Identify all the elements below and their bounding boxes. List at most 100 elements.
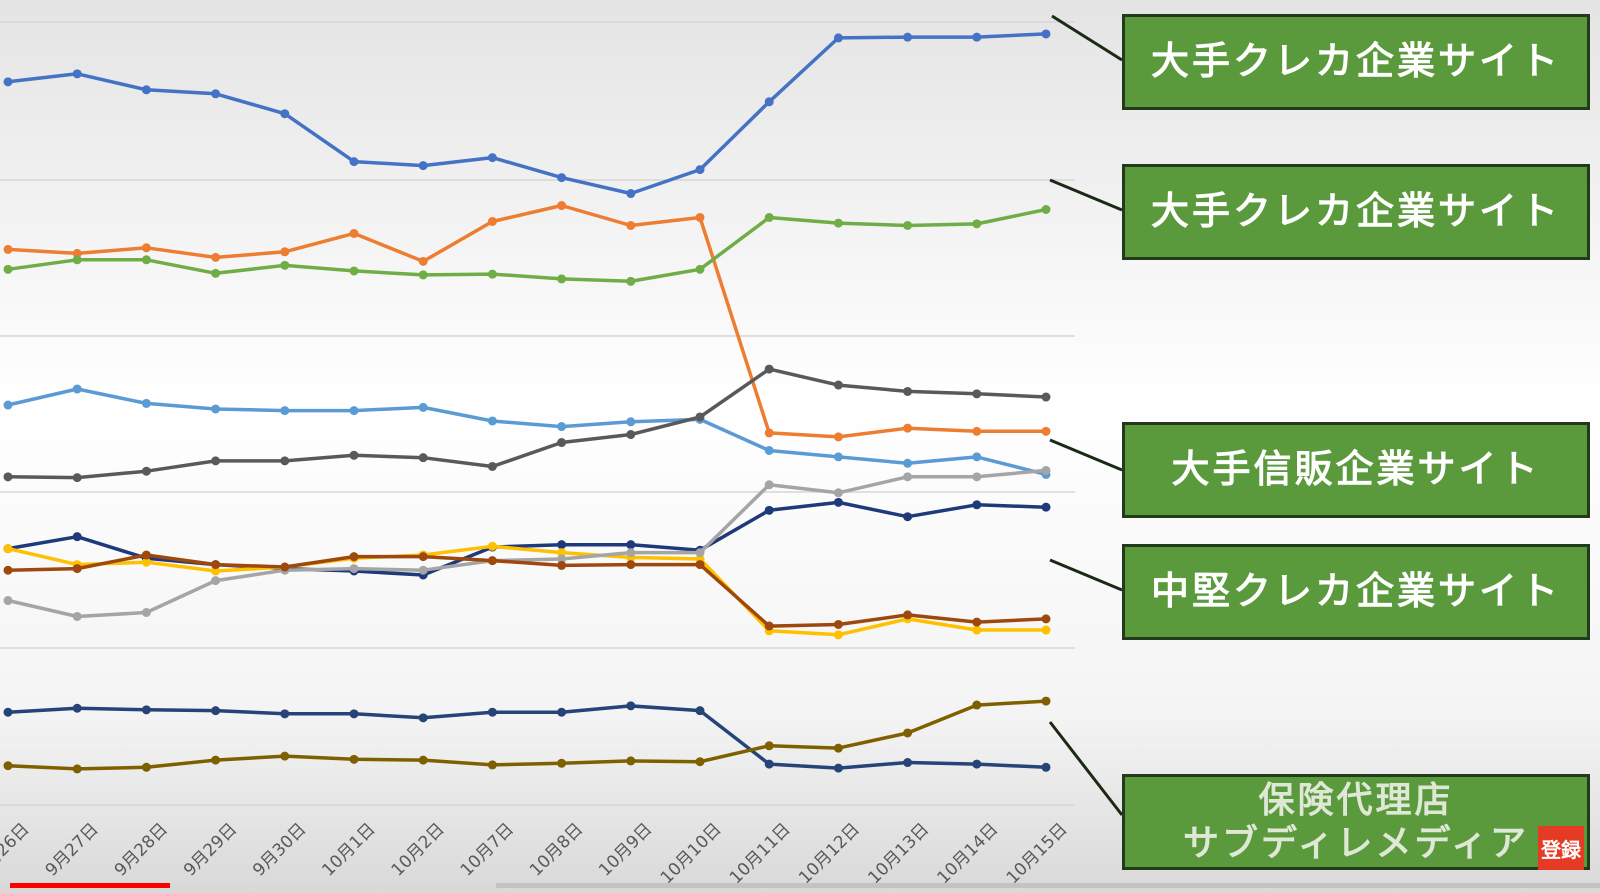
data-point xyxy=(903,512,913,522)
callout-label-line2: サブディレメディア xyxy=(1183,823,1529,864)
data-point xyxy=(418,755,428,765)
data-point xyxy=(557,201,567,211)
data-point xyxy=(349,754,359,764)
data-point xyxy=(211,268,221,278)
data-point xyxy=(141,85,151,95)
data-point xyxy=(3,264,13,274)
data-point xyxy=(695,412,705,422)
data-point xyxy=(972,700,982,710)
callout-label: 中堅クレカ企業サイト xyxy=(1150,569,1561,614)
data-point xyxy=(141,398,151,408)
data-point xyxy=(1041,426,1051,436)
data-point xyxy=(626,220,636,230)
data-point xyxy=(764,97,774,107)
callout-label: 大手クレカ企業サイト xyxy=(1150,189,1561,234)
data-point xyxy=(1041,392,1051,402)
series-line xyxy=(7,553,1047,628)
data-point xyxy=(557,540,567,550)
data-point xyxy=(833,432,843,442)
data-point xyxy=(72,473,82,483)
data-point xyxy=(3,544,13,554)
data-point xyxy=(280,709,290,719)
data-point xyxy=(695,165,705,175)
data-point xyxy=(72,611,82,621)
data-point xyxy=(487,760,497,770)
data-point xyxy=(695,560,705,570)
data-point xyxy=(211,560,221,570)
data-point xyxy=(487,541,497,551)
data-point xyxy=(972,219,982,229)
data-point xyxy=(211,706,221,716)
data-point xyxy=(626,548,636,558)
data-point xyxy=(764,759,774,769)
data-point xyxy=(280,456,290,466)
series-lines xyxy=(3,29,1051,774)
data-point xyxy=(903,220,913,230)
data-point xyxy=(349,450,359,460)
data-point xyxy=(695,264,705,274)
data-point xyxy=(3,77,13,87)
data-point xyxy=(903,423,913,433)
data-point xyxy=(349,157,359,167)
callout-mid-card-site: 中堅クレカ企業サイト xyxy=(1122,544,1590,640)
data-point xyxy=(695,212,705,222)
data-point xyxy=(1041,625,1051,635)
callout-label: 大手信販企業サイト xyxy=(1171,447,1541,492)
data-point xyxy=(626,560,636,570)
callout-major-card-site-2: 大手クレカ企業サイト xyxy=(1122,164,1590,260)
data-point xyxy=(280,406,290,416)
callout-connector xyxy=(1049,178,1123,212)
data-point xyxy=(972,617,982,627)
data-point xyxy=(626,701,636,711)
data-point xyxy=(211,456,221,466)
data-point xyxy=(487,153,497,163)
gridlines xyxy=(0,21,1075,806)
data-point xyxy=(211,252,221,262)
data-point xyxy=(626,417,636,427)
data-point xyxy=(695,706,705,716)
data-point xyxy=(764,445,774,455)
video-progress-bar[interactable] xyxy=(0,883,1600,888)
data-point xyxy=(972,389,982,399)
series-8 xyxy=(3,550,1051,631)
subscribe-button[interactable]: 登録 xyxy=(1538,826,1584,870)
series-line xyxy=(7,699,1047,771)
data-point xyxy=(903,610,913,620)
data-point xyxy=(557,707,567,717)
data-point xyxy=(833,763,843,773)
data-point xyxy=(557,758,567,768)
data-point xyxy=(280,109,290,119)
data-point xyxy=(3,596,13,606)
data-point xyxy=(72,564,82,574)
data-point xyxy=(1041,696,1051,706)
data-point xyxy=(557,554,567,564)
data-point xyxy=(72,703,82,713)
series-line xyxy=(7,387,1047,477)
data-point xyxy=(418,270,428,280)
series-0 xyxy=(3,29,1051,199)
data-point xyxy=(557,548,567,558)
data-point xyxy=(764,480,774,490)
data-point xyxy=(972,500,982,510)
data-point xyxy=(487,707,497,717)
data-point xyxy=(626,756,636,766)
data-point xyxy=(833,380,843,390)
data-point xyxy=(833,619,843,629)
data-point xyxy=(349,266,359,276)
data-point xyxy=(1041,29,1051,39)
data-point xyxy=(903,728,913,738)
data-point xyxy=(418,565,428,575)
series-line xyxy=(7,544,1046,637)
data-point xyxy=(972,426,982,436)
series-line xyxy=(7,207,1047,284)
data-point xyxy=(972,625,982,635)
series-line xyxy=(7,367,1047,480)
data-point xyxy=(557,274,567,284)
data-point xyxy=(418,552,428,562)
data-point xyxy=(141,762,151,772)
data-point xyxy=(1041,614,1051,624)
callout-major-credit-sales-site: 大手信販企業サイト xyxy=(1122,422,1590,518)
callout-connectors xyxy=(1048,14,1124,816)
data-point xyxy=(833,33,843,43)
data-point xyxy=(626,430,636,440)
